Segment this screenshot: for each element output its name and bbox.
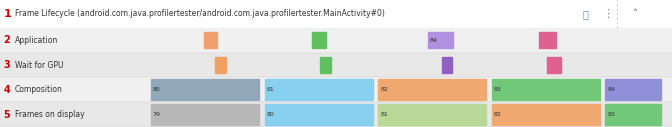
Bar (378, 104, 487, 125)
Bar (265, 79, 372, 100)
Text: 84: 84 (430, 38, 438, 43)
Bar (0, 102, 672, 127)
Bar (214, 57, 226, 73)
Bar (204, 32, 218, 48)
Bar (605, 104, 661, 125)
Text: 2: 2 (3, 35, 10, 45)
Bar (539, 32, 556, 48)
Bar (492, 79, 600, 100)
Bar (265, 104, 372, 125)
Text: 79: 79 (153, 112, 161, 117)
Text: Frame Lifecycle (android.com.java.profilertester/android.com.java.profilertester: Frame Lifecycle (android.com.java.profil… (15, 10, 384, 18)
Text: 81: 81 (380, 112, 388, 117)
Bar (605, 79, 661, 100)
Text: Application: Application (15, 36, 58, 45)
Text: 83: 83 (607, 112, 616, 117)
Bar (442, 57, 452, 73)
Text: ⓘ: ⓘ (583, 9, 589, 19)
Bar (0, 53, 672, 77)
Bar (151, 104, 259, 125)
Text: 81: 81 (267, 87, 274, 92)
Text: 5: 5 (3, 110, 10, 120)
Text: 1: 1 (3, 9, 11, 19)
Text: 84: 84 (607, 87, 616, 92)
Text: ˄: ˄ (632, 9, 636, 19)
Text: Wait for GPU: Wait for GPU (15, 61, 63, 70)
Text: 82: 82 (380, 87, 388, 92)
Bar (312, 32, 325, 48)
Text: ⋮: ⋮ (602, 9, 614, 19)
Bar (428, 32, 453, 48)
Text: 4: 4 (3, 85, 10, 95)
Bar (378, 79, 487, 100)
Bar (320, 57, 331, 73)
Text: Frames on display: Frames on display (15, 110, 85, 119)
Bar (0, 28, 672, 53)
Bar (151, 79, 259, 100)
Bar (547, 57, 561, 73)
Text: 80: 80 (267, 112, 274, 117)
Bar (0, 77, 672, 102)
Bar (0, 0, 672, 28)
Bar (492, 104, 600, 125)
Text: 80: 80 (153, 87, 161, 92)
Text: Composition: Composition (15, 85, 62, 94)
Text: 83: 83 (494, 87, 502, 92)
Text: 82: 82 (494, 112, 502, 117)
Text: 3: 3 (3, 60, 10, 70)
